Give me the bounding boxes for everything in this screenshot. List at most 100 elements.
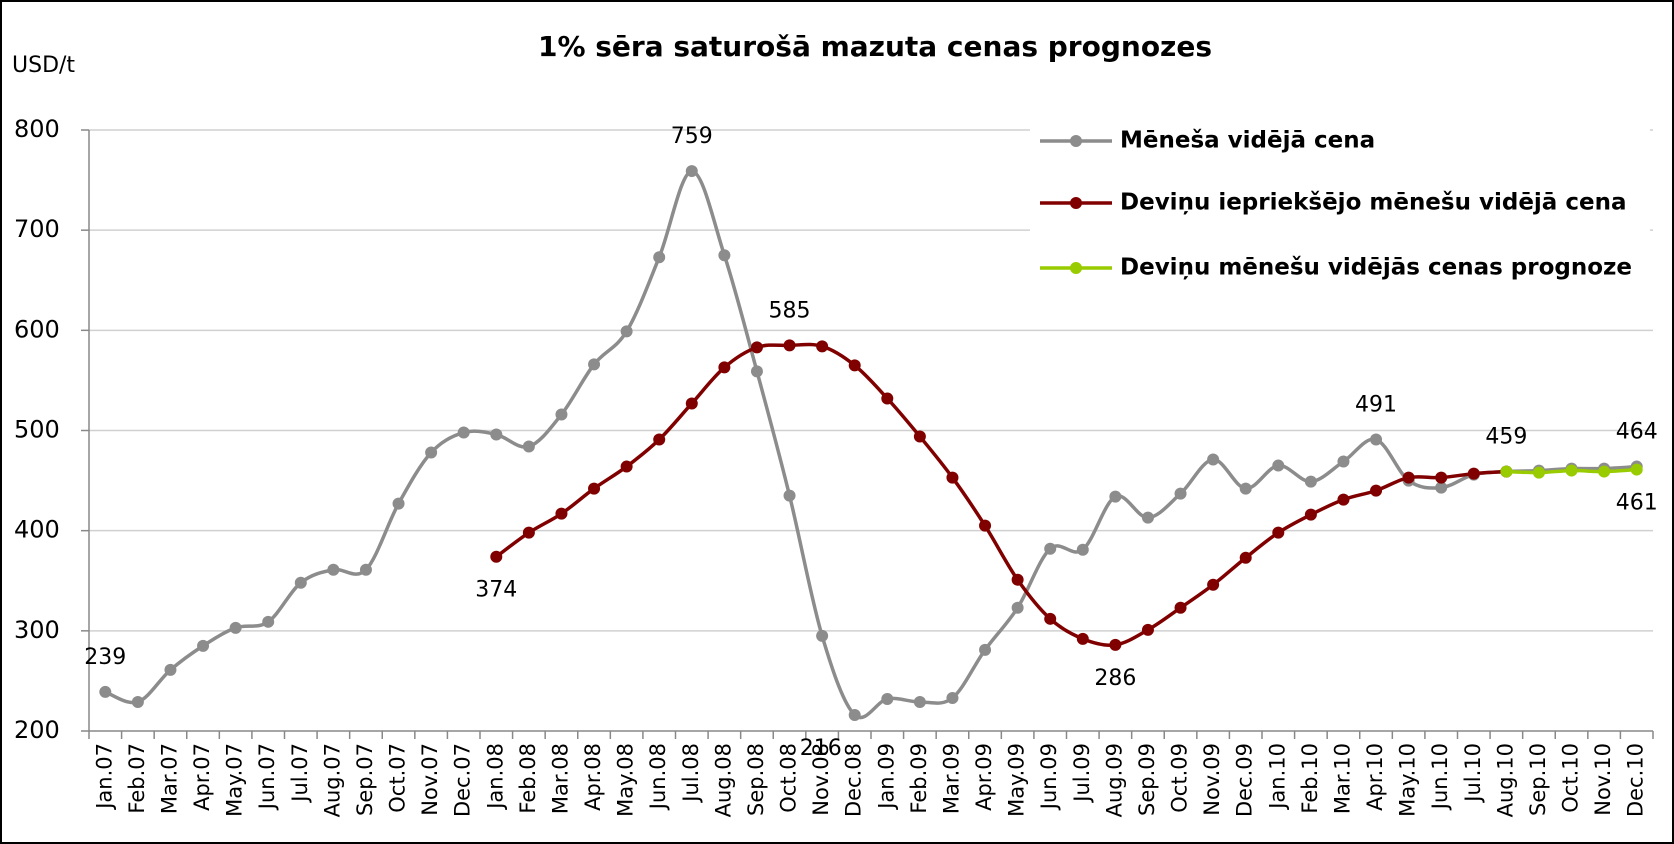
x-tick-label: Jul.09 xyxy=(1070,743,1094,804)
x-tick-label: Mar.10 xyxy=(1330,743,1354,814)
x-tick-label: Nov.07 xyxy=(418,743,442,816)
data-point xyxy=(1272,459,1285,472)
y-tick-label: 300 xyxy=(14,616,60,644)
legend-label: Deviņu iepriekšējo mēnešu vidējā cena xyxy=(1120,190,1626,216)
data-label: 464 xyxy=(1616,420,1658,445)
data-label: 374 xyxy=(475,578,517,603)
data-point xyxy=(457,426,470,439)
x-tick-label: Sep.07 xyxy=(353,743,377,816)
data-point xyxy=(848,359,861,372)
y-tick-label: 400 xyxy=(14,516,60,544)
x-tick-label: Apr.08 xyxy=(581,743,605,811)
legend-label: Deviņu mēnešu vidējās cenas prognoze xyxy=(1120,255,1632,281)
data-point xyxy=(1076,632,1089,645)
x-tick-label: Jul.08 xyxy=(679,743,703,804)
data-point xyxy=(1272,526,1285,539)
x-tick-label: Jan.10 xyxy=(1265,743,1289,811)
data-label: 459 xyxy=(1485,425,1527,450)
x-tick-label: Sep.08 xyxy=(744,743,768,816)
data-point xyxy=(816,340,829,353)
data-point xyxy=(1011,601,1024,614)
data-point xyxy=(555,507,568,520)
data-point xyxy=(1141,623,1154,636)
data-point xyxy=(1109,490,1122,503)
data-point xyxy=(262,615,275,628)
data-point xyxy=(197,639,210,652)
x-tick-label: Nov.08 xyxy=(809,743,833,816)
data-point xyxy=(359,563,372,576)
x-tick-label: Apr.09 xyxy=(972,743,996,811)
data-point xyxy=(1304,475,1317,488)
data-point xyxy=(913,695,926,708)
x-tick-label: Apr.07 xyxy=(190,743,214,811)
x-tick-label: Dec.08 xyxy=(842,743,866,817)
data-point xyxy=(294,576,307,589)
x-tick-label: Mar.08 xyxy=(548,743,572,814)
x-tick-label: Jan.08 xyxy=(483,743,507,811)
x-tick-label: Sep.10 xyxy=(1526,743,1550,816)
data-label: 491 xyxy=(1355,393,1397,418)
legend-bg xyxy=(1030,112,1650,302)
data-point xyxy=(946,691,959,704)
data-point xyxy=(1011,573,1024,586)
data-point xyxy=(718,361,731,374)
legend-label: Mēneša vidējā cena xyxy=(1120,128,1375,154)
data-point xyxy=(1044,542,1057,555)
data-point xyxy=(685,397,698,410)
y-tick-label: 700 xyxy=(14,215,60,243)
data-point xyxy=(1532,466,1545,479)
x-tick-label: Mar.07 xyxy=(157,743,181,814)
x-tick-label: Jun.09 xyxy=(1037,743,1061,811)
data-point xyxy=(131,695,144,708)
data-label: 759 xyxy=(671,124,713,149)
data-point xyxy=(1435,471,1448,484)
data-point xyxy=(1337,493,1350,506)
data-point xyxy=(848,708,861,721)
data-point xyxy=(718,249,731,262)
data-point xyxy=(620,460,633,473)
data-point xyxy=(1109,638,1122,651)
x-tick-label: Oct.07 xyxy=(386,743,410,813)
data-point xyxy=(1207,453,1220,466)
data-point xyxy=(1565,464,1578,477)
data-point xyxy=(1598,465,1611,478)
data-point xyxy=(1435,481,1448,494)
data-point xyxy=(490,428,503,441)
x-tick-label: Jun.10 xyxy=(1428,743,1452,811)
data-point xyxy=(685,165,698,178)
x-tick-label: Oct.08 xyxy=(777,743,801,813)
data-point xyxy=(229,621,242,634)
data-point xyxy=(425,446,438,459)
legend-marker xyxy=(1070,262,1082,274)
x-tick-label: Jul.10 xyxy=(1461,743,1485,804)
y-tick-label: 200 xyxy=(14,716,60,744)
x-tick-label: Jan.07 xyxy=(92,743,116,811)
x-tick-label: Dec.09 xyxy=(1233,743,1257,817)
data-point xyxy=(588,482,601,495)
data-point xyxy=(946,471,959,484)
data-point xyxy=(913,430,926,443)
data-point xyxy=(1304,508,1317,521)
legend-marker xyxy=(1070,197,1082,209)
data-label: 461 xyxy=(1616,491,1658,516)
x-tick-label: Jan.09 xyxy=(874,743,898,811)
data-label: 585 xyxy=(769,298,811,323)
data-point xyxy=(881,692,894,705)
x-tick-label: Nov.10 xyxy=(1591,743,1615,816)
x-tick-label: Dec.10 xyxy=(1624,743,1648,817)
x-tick-label: May.09 xyxy=(1005,743,1029,817)
x-tick-label: Jun.07 xyxy=(255,743,279,811)
data-point xyxy=(1239,482,1252,495)
x-tick-label: May.07 xyxy=(223,743,247,817)
data-point xyxy=(1370,484,1383,497)
y-axis-label: USD/t xyxy=(12,53,75,78)
x-tick-label: Aug.09 xyxy=(1102,743,1126,817)
data-point xyxy=(1174,601,1187,614)
y-tick-label: 500 xyxy=(14,416,60,444)
x-tick-label: May.08 xyxy=(614,743,638,817)
data-point xyxy=(392,497,405,510)
data-point xyxy=(1174,487,1187,500)
x-tick-label: Aug.10 xyxy=(1493,743,1517,817)
data-point xyxy=(653,251,666,264)
